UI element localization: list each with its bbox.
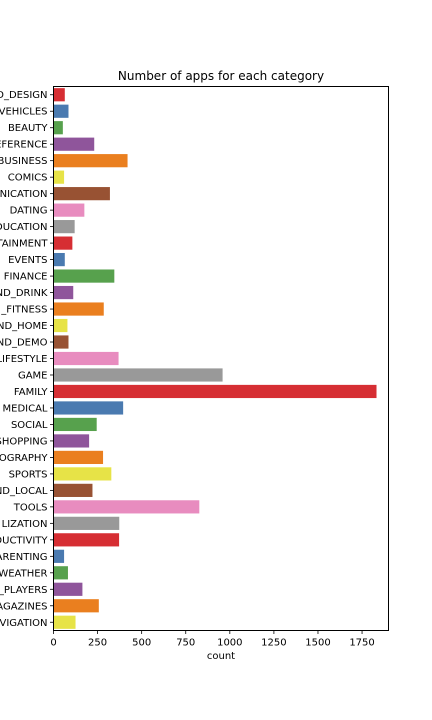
y-tick-label: GAME xyxy=(18,370,48,381)
x-axis-label: count xyxy=(207,651,235,662)
y-tick-label: LIZATION xyxy=(2,519,48,530)
y-tick-label: NICATION xyxy=(0,189,48,200)
bar-arenting xyxy=(53,549,65,563)
y-tick-label: EVENTS xyxy=(8,255,47,266)
bar--fitness xyxy=(53,302,104,316)
bar-tools xyxy=(53,500,200,514)
bar-dating xyxy=(53,203,85,217)
x-tick-label: 1750 xyxy=(349,638,374,649)
y-tick-label: SPORTS xyxy=(9,469,48,480)
bar-comics xyxy=(53,170,65,184)
bar-beauty xyxy=(53,121,63,135)
y-tick-label: VIGATION xyxy=(0,618,48,629)
bar-nd-drink xyxy=(53,285,74,300)
bar-social xyxy=(53,417,97,432)
bar-ography xyxy=(53,450,104,465)
y-tick-label: BEAUTY xyxy=(8,123,48,134)
y-tick-label: _FITNESS xyxy=(0,305,47,316)
bar-shopping xyxy=(53,434,90,448)
bar-vigation xyxy=(53,615,76,629)
y-tick-label: D_DESIGN xyxy=(0,90,48,101)
y-tick-labels: D_DESIGN VEHICLES BEAUTY EFERENCE BUSINESS CO… xyxy=(0,90,54,629)
y-tick-label: _PLAYERS xyxy=(0,585,48,596)
y-tick-label: SHOPPING xyxy=(0,436,48,447)
y-tick-label: ARENTING xyxy=(0,552,48,563)
bar-business xyxy=(53,154,128,168)
bar-lization xyxy=(53,516,120,530)
y-tick-label: FAMILY xyxy=(14,387,48,398)
bar-family xyxy=(53,384,377,399)
bar-nd-demo xyxy=(53,335,69,349)
x-tick-label: 500 xyxy=(132,638,151,649)
bar-events xyxy=(53,252,65,267)
bar-eference xyxy=(53,137,95,151)
y-tick-label: DATING xyxy=(10,206,48,217)
bar-lifestyle xyxy=(53,351,119,366)
y-tick-label: TAINMENT xyxy=(0,239,48,250)
y-tick-label: ND_DRINK xyxy=(0,288,48,299)
y-tick-label: LIFESTYLE xyxy=(0,354,48,365)
y-tick-label: FINANCE xyxy=(4,272,48,283)
y-tick-label: TOOLS xyxy=(13,502,48,513)
x-tick-label: 1500 xyxy=(305,638,330,649)
y-tick-label: BUSINESS xyxy=(0,156,48,167)
y-tick-label: AGAZINES xyxy=(0,601,48,612)
x-tick-label: 750 xyxy=(176,638,195,649)
y-tick-label: DUCATION xyxy=(0,222,48,233)
bar-finance xyxy=(53,269,115,283)
y-tick-label: WEATHER xyxy=(0,568,48,579)
y-tick-label: EFERENCE xyxy=(0,140,48,151)
y-tick-label: ND_DEMO xyxy=(0,338,48,349)
bar-ductivity xyxy=(53,533,120,547)
x-tick-label: 1250 xyxy=(261,638,286,649)
y-tick-label: SOCIAL xyxy=(11,420,48,431)
bar--players xyxy=(53,582,83,596)
x-axis-ticks: 0 250 500 750 1000 1250 1500 1750 xyxy=(50,630,375,649)
bar-agazines xyxy=(53,599,99,613)
chart-title: Number of apps for each category xyxy=(118,69,324,83)
bar-game xyxy=(53,368,223,382)
plot-frame xyxy=(53,86,389,631)
bar-d-design xyxy=(53,88,65,102)
bar-sports xyxy=(53,467,112,481)
bars xyxy=(53,88,377,629)
bar-weather xyxy=(53,566,68,580)
x-tick-label: 0 xyxy=(50,638,56,649)
bar-tainment xyxy=(53,236,73,250)
y-tick-label: DUCTIVITY xyxy=(0,535,48,546)
x-tick-label: 1000 xyxy=(217,638,242,649)
bar-nd-local xyxy=(53,483,93,497)
y-tick-label: ND_LOCAL xyxy=(0,486,48,497)
y-tick-label: COMICS xyxy=(8,173,48,184)
y-tick-label: MEDICAL xyxy=(3,403,48,414)
x-tick-label: 250 xyxy=(88,638,107,649)
bar-nd-home xyxy=(53,318,68,333)
bar-ducation xyxy=(53,220,75,234)
y-tick-label: VEHICLES xyxy=(0,107,48,118)
y-tick-label: OGRAPHY xyxy=(0,453,48,464)
bar-vehicles xyxy=(53,104,69,118)
y-tick-label: ND_HOME xyxy=(0,321,48,332)
bar-medical xyxy=(53,401,124,415)
bar-nication xyxy=(53,187,110,201)
